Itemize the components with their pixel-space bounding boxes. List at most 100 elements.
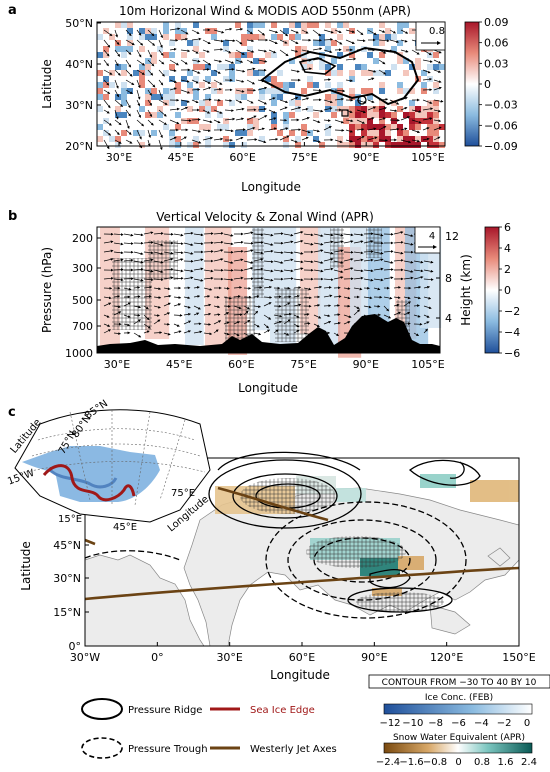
- wind-vector: [290, 96, 299, 101]
- aod-cell: [385, 124, 391, 130]
- wind-vector: [224, 49, 232, 54]
- zonal-wind-vector: [163, 251, 174, 255]
- aod-cell: [349, 76, 355, 82]
- aod-cell: [253, 118, 259, 124]
- wind-vector: [125, 29, 132, 37]
- zonal-wind-vector: [343, 233, 354, 237]
- aod-cell: [163, 94, 169, 100]
- zonal-wind-vector: [183, 251, 194, 255]
- zonal-wind-vector: [373, 267, 384, 271]
- zonal-wind-vector: [223, 233, 234, 237]
- aod-cell: [127, 34, 133, 40]
- aod-cell: [307, 22, 313, 28]
- aod-cell: [403, 112, 409, 118]
- aod-cell: [229, 52, 235, 58]
- aod-cell: [139, 76, 145, 82]
- aod-cell: [355, 100, 361, 106]
- panel-a-plateau-outline: [260, 46, 420, 106]
- panel-b-topography: [97, 314, 440, 353]
- wind-vector: [356, 39, 366, 43]
- wind-vector: [158, 99, 168, 105]
- wind-vector: [268, 137, 279, 141]
- aod-cell: [361, 124, 367, 130]
- zonal-wind-vector: [133, 295, 141, 298]
- wind-vector: [114, 139, 122, 144]
- zonal-wind-vector: [383, 305, 390, 312]
- aod-cell: [151, 28, 157, 34]
- wind-vector: [202, 129, 211, 133]
- aod-cell: [121, 130, 127, 136]
- panel-b-height-tick-label: 4: [445, 312, 452, 325]
- aod-cell: [115, 142, 121, 148]
- panel-c-inset-label: 45°E: [113, 522, 137, 533]
- wind-vector: [180, 59, 188, 65]
- zonal-wind-vector: [173, 242, 184, 246]
- aod-cell: [343, 106, 349, 112]
- panel-a: a 10m Horizonal Wind & MODIS AOD 550nm (…: [8, 3, 518, 194]
- panel-a-colorbar-ticks: 0.09 0.06 0.03 0 −0.03 −0.06 −0.09: [479, 16, 518, 153]
- wind-vector: [400, 139, 412, 144]
- wind-vector: [279, 99, 289, 104]
- zonal-wind-vector: [223, 305, 231, 308]
- wind-vector: [301, 136, 309, 141]
- aod-cell: [319, 58, 325, 64]
- aod-cell: [187, 142, 193, 148]
- zonal-wind-vector: [333, 269, 344, 274]
- aod-cell: [193, 40, 199, 46]
- aod-cell: [241, 130, 247, 136]
- aod-cell: [187, 82, 193, 88]
- wind-vector: [246, 79, 256, 85]
- panel-c-inset-label: 75°E: [171, 488, 195, 499]
- aod-cell: [337, 52, 343, 58]
- zonal-wind-vector: [203, 232, 214, 235]
- aod-cell: [361, 130, 367, 136]
- aod-cell: [259, 70, 265, 76]
- wind-vector: [246, 59, 254, 64]
- aod-cell: [379, 118, 385, 124]
- aod-cell: [427, 136, 433, 142]
- aod-cell: [343, 112, 349, 118]
- wind-vector: [246, 67, 256, 71]
- wind-vector: [180, 106, 189, 111]
- aod-cell: [349, 88, 355, 94]
- zonal-wind-vector: [313, 314, 322, 319]
- aod-cell: [199, 124, 205, 130]
- aod-cell: [379, 52, 385, 58]
- wind-vector: [103, 99, 111, 109]
- aod-cell: [427, 124, 433, 130]
- aod-cell: [349, 106, 355, 112]
- aod-cell: [205, 142, 211, 148]
- wind-vector: [323, 38, 334, 41]
- panel-b-height-tick-label: 8: [445, 272, 452, 285]
- panel-b-y-ticks: 200 300 500 700 1000: [65, 232, 101, 360]
- zonal-wind-vector: [353, 305, 360, 309]
- aod-cell: [199, 82, 205, 88]
- zonal-wind-vector: [423, 278, 434, 281]
- zonal-wind-vector: [253, 332, 262, 336]
- aod-cell: [157, 46, 163, 52]
- wind-vector: [367, 106, 377, 111]
- wind-vector: [301, 29, 309, 34]
- aod-cell: [121, 52, 127, 58]
- aod-cell: [373, 106, 379, 112]
- wind-vector: [433, 119, 442, 123]
- aod-cell: [289, 112, 295, 118]
- zonal-wind-vector: [133, 319, 141, 325]
- zonal-wind-vector: [263, 242, 274, 246]
- zonal-wind-vector: [293, 294, 300, 298]
- aod-cell: [361, 64, 367, 70]
- zonal-wind-vector: [113, 258, 124, 262]
- zonal-wind-vector: [393, 240, 404, 244]
- wind-vector: [180, 136, 187, 141]
- aod-cell: [223, 64, 229, 70]
- wind-vector: [422, 127, 430, 131]
- wind-vector: [301, 97, 310, 101]
- zonal-wind-vector: [393, 251, 404, 255]
- aod-cell: [145, 112, 151, 118]
- aod-cell: [115, 64, 121, 70]
- zonal-wind-vector: [143, 305, 149, 310]
- aod-cell: [139, 64, 145, 70]
- panel-c-contour-note: CONTOUR FROM −30 TO 40 BY 10: [382, 678, 537, 688]
- zonal-wind-vector: [153, 314, 160, 317]
- panel-a-colorbar-tick-label: −0.09: [484, 140, 518, 153]
